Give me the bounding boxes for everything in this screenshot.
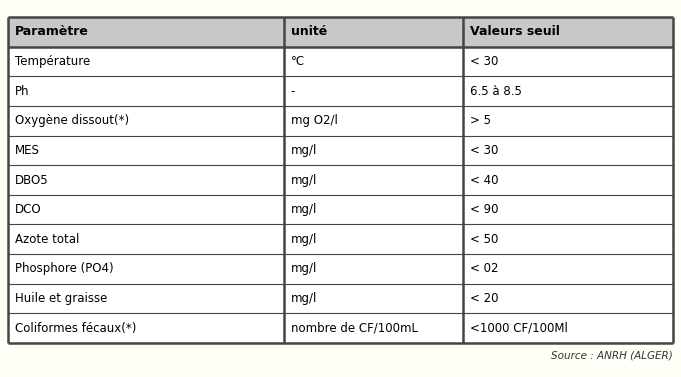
Text: mg/l: mg/l (291, 144, 317, 157)
Text: unité: unité (291, 25, 327, 38)
Text: nombre de CF/100mL: nombre de CF/100mL (291, 322, 418, 335)
Text: < 50: < 50 (471, 233, 498, 246)
Polygon shape (8, 106, 284, 136)
Text: Oxygène dissout(*): Oxygène dissout(*) (15, 114, 129, 127)
Text: MES: MES (15, 144, 40, 157)
Text: > 5: > 5 (471, 114, 491, 127)
Polygon shape (8, 17, 284, 47)
Polygon shape (8, 284, 284, 313)
Text: °C: °C (291, 55, 305, 68)
Text: mg/l: mg/l (291, 233, 317, 246)
Text: 6.5 à 8.5: 6.5 à 8.5 (471, 84, 522, 98)
Polygon shape (464, 313, 673, 343)
Polygon shape (284, 284, 464, 313)
Polygon shape (8, 254, 284, 284)
Text: <1000 CF/100Ml: <1000 CF/100Ml (471, 322, 568, 335)
Text: mg/l: mg/l (291, 292, 317, 305)
Polygon shape (8, 165, 284, 195)
Polygon shape (284, 136, 464, 165)
Polygon shape (464, 284, 673, 313)
Polygon shape (284, 76, 464, 106)
Polygon shape (8, 76, 284, 106)
Polygon shape (464, 195, 673, 224)
Text: < 20: < 20 (471, 292, 498, 305)
Polygon shape (464, 106, 673, 136)
Text: DCO: DCO (15, 203, 42, 216)
Polygon shape (8, 195, 284, 224)
Polygon shape (8, 136, 284, 165)
Text: Azote total: Azote total (15, 233, 80, 246)
Polygon shape (284, 313, 464, 343)
Text: Coliformes fécaux(*): Coliformes fécaux(*) (15, 322, 136, 335)
Polygon shape (464, 165, 673, 195)
Text: mg O2/l: mg O2/l (291, 114, 338, 127)
Polygon shape (464, 47, 673, 76)
Polygon shape (8, 313, 284, 343)
Text: < 02: < 02 (471, 262, 498, 276)
Polygon shape (464, 17, 673, 47)
Polygon shape (284, 106, 464, 136)
Text: mg/l: mg/l (291, 173, 317, 187)
Polygon shape (464, 254, 673, 284)
Polygon shape (464, 136, 673, 165)
Text: < 40: < 40 (471, 173, 498, 187)
Text: Phosphore (PO4): Phosphore (PO4) (15, 262, 114, 276)
Text: Source : ANRH (ALGER): Source : ANRH (ALGER) (551, 351, 673, 361)
Polygon shape (464, 224, 673, 254)
Text: < 30: < 30 (471, 55, 498, 68)
Text: Température: Température (15, 55, 90, 68)
Text: mg/l: mg/l (291, 203, 317, 216)
Text: Ph: Ph (15, 84, 29, 98)
Polygon shape (464, 76, 673, 106)
Text: Huile et graisse: Huile et graisse (15, 292, 108, 305)
Polygon shape (284, 195, 464, 224)
Polygon shape (284, 47, 464, 76)
Text: Paramètre: Paramètre (15, 25, 89, 38)
Polygon shape (284, 17, 464, 47)
Polygon shape (284, 165, 464, 195)
Text: -: - (291, 84, 295, 98)
Text: < 90: < 90 (471, 203, 498, 216)
Text: mg/l: mg/l (291, 262, 317, 276)
Polygon shape (8, 47, 284, 76)
Text: Valeurs seuil: Valeurs seuil (471, 25, 560, 38)
Polygon shape (284, 254, 464, 284)
Text: < 30: < 30 (471, 144, 498, 157)
Polygon shape (8, 224, 284, 254)
Polygon shape (284, 224, 464, 254)
Text: DBO5: DBO5 (15, 173, 48, 187)
